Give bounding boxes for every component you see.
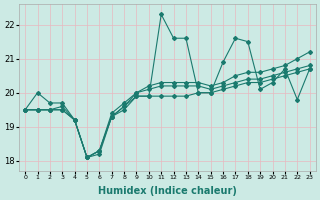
X-axis label: Humidex (Indice chaleur): Humidex (Indice chaleur) [98,186,237,196]
